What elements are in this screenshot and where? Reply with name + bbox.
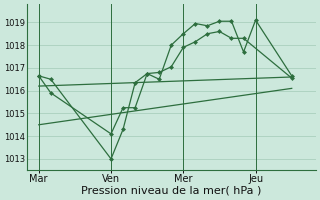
X-axis label: Pression niveau de la mer( hPa ): Pression niveau de la mer( hPa )	[81, 186, 261, 196]
